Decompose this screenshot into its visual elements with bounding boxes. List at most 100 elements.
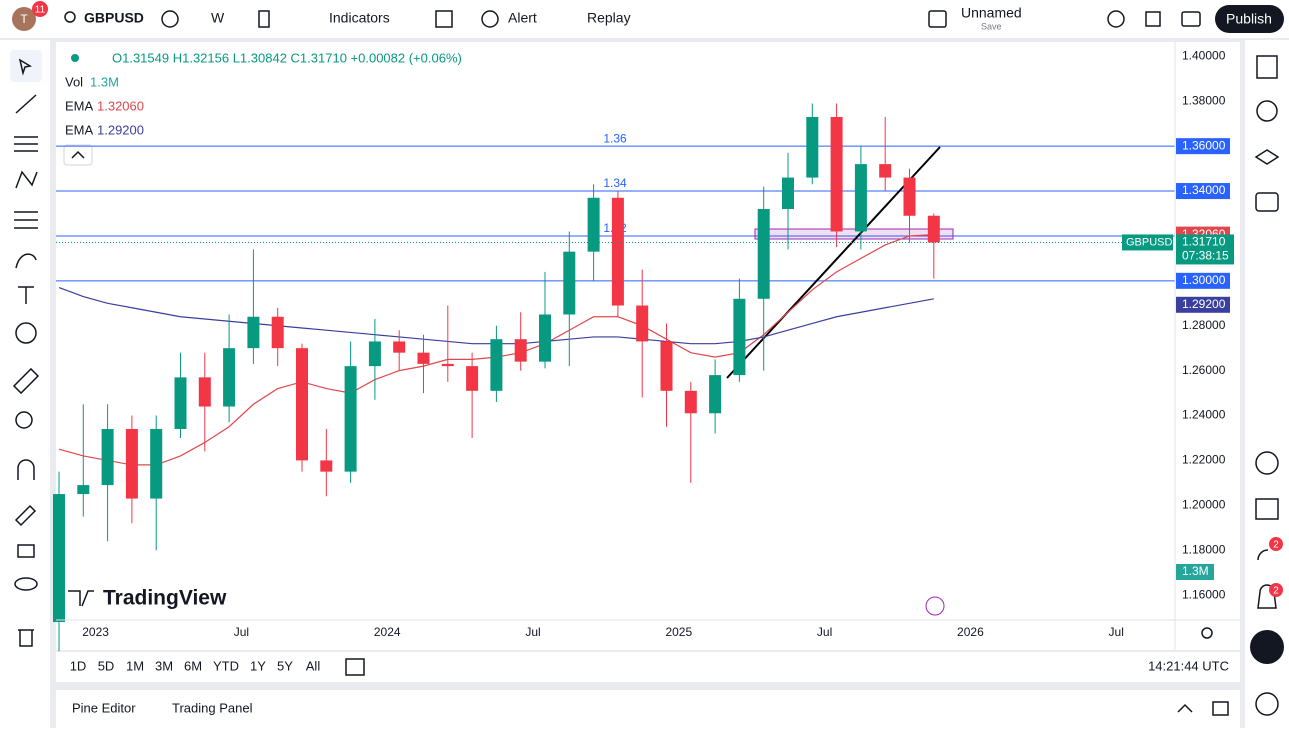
projection-icon[interactable] xyxy=(14,211,38,229)
eye-icon[interactable] xyxy=(14,577,38,591)
range-button[interactable]: YTD xyxy=(213,658,239,673)
collapse-icon xyxy=(71,150,85,159)
help-icon[interactable] xyxy=(1255,692,1279,716)
add-icon[interactable] xyxy=(161,10,179,28)
date-range-icon[interactable] xyxy=(345,658,365,676)
price-tag: 1.31710 xyxy=(1182,235,1226,249)
collapse-button[interactable] xyxy=(63,144,93,166)
y-tick-label: 1.16000 xyxy=(1182,587,1226,601)
apps-button[interactable] xyxy=(1250,630,1284,664)
x-tick-label: Jul xyxy=(1109,625,1124,639)
candle-body xyxy=(344,366,357,472)
x-tick-label: Jul xyxy=(525,625,540,639)
zoom-icon[interactable] xyxy=(15,411,33,429)
maximize-icon[interactable] xyxy=(1212,701,1229,716)
lock-draw-icon[interactable] xyxy=(14,504,37,527)
snapshot-icon[interactable] xyxy=(1181,11,1201,27)
candle-body xyxy=(903,177,916,216)
panel-tab[interactable]: Trading Panel xyxy=(172,700,253,715)
candle-icon[interactable] xyxy=(258,10,270,28)
emoji-icon[interactable] xyxy=(15,322,37,344)
search-icon[interactable] xyxy=(64,11,76,23)
candle-body xyxy=(150,428,163,499)
symbol-tag: GBPUSD xyxy=(1126,236,1173,248)
candle-body xyxy=(611,197,624,306)
replay[interactable]: Replay xyxy=(587,10,631,26)
fib-icon[interactable] xyxy=(14,136,38,152)
save[interactable]: Save xyxy=(981,21,1002,31)
ohlc-legend: O1.31549 H1.32156 L1.30842 C1.31710 +0.0… xyxy=(112,50,462,65)
range-button[interactable]: 1Y xyxy=(250,658,266,673)
trendline-icon[interactable] xyxy=(15,94,37,114)
candle-body xyxy=(125,428,138,499)
candle-body xyxy=(490,339,503,391)
level-tag-bg xyxy=(1176,272,1230,289)
candle-body xyxy=(53,494,65,623)
range-bar xyxy=(56,652,1240,682)
cursor-bg xyxy=(10,50,42,82)
status-dot xyxy=(71,54,79,62)
avatar[interactable] xyxy=(12,7,36,31)
alert[interactable]: Alert xyxy=(508,10,537,26)
range-button[interactable]: All xyxy=(306,658,321,673)
interval[interactable]: W xyxy=(211,10,225,26)
magnet-icon[interactable] xyxy=(17,459,35,480)
x-tick-label: 2023 xyxy=(82,625,109,639)
badge-count: 2 xyxy=(1273,586,1279,597)
cursor-icon[interactable] xyxy=(18,58,33,76)
chat-icon[interactable] xyxy=(1255,192,1279,212)
expand-icon[interactable] xyxy=(1177,703,1193,713)
volume-tag: 1.3M xyxy=(1182,564,1209,578)
alert-icon[interactable] xyxy=(481,10,499,28)
level-label: 1.36 xyxy=(603,131,627,145)
lock-icon[interactable] xyxy=(17,544,35,558)
range-button[interactable]: 1M xyxy=(126,658,144,673)
level-label: 1.34 xyxy=(603,176,627,190)
y-tick-label: 1.40000 xyxy=(1182,49,1226,63)
settings-icon[interactable] xyxy=(1107,10,1125,28)
publish: Publish xyxy=(1226,11,1272,27)
trash-icon[interactable] xyxy=(18,629,34,647)
candle-body xyxy=(417,352,430,364)
layout-box[interactable] xyxy=(928,10,947,28)
calendar-icon[interactable] xyxy=(1255,498,1279,520)
level-tag: 1.36000 xyxy=(1182,138,1226,152)
alerts-icon[interactable] xyxy=(1256,100,1278,122)
clock: 14:21:44 UTC xyxy=(1148,658,1229,673)
candle-body xyxy=(247,316,260,349)
symbol[interactable]: GBPUSD xyxy=(84,10,144,26)
range-button[interactable]: 3M xyxy=(155,658,173,673)
x-tick-label: Jul xyxy=(234,625,249,639)
fullscreen-icon[interactable] xyxy=(1145,11,1161,27)
layout-icon[interactable] xyxy=(435,10,453,28)
axis-settings[interactable] xyxy=(1201,627,1213,639)
candle-body xyxy=(393,341,406,353)
indicators[interactable]: Indicators xyxy=(329,10,390,26)
range-button[interactable]: 5Y xyxy=(277,658,293,673)
candle-body xyxy=(733,298,746,376)
ideas-icon[interactable] xyxy=(1255,451,1279,475)
range-button[interactable]: 5D xyxy=(98,658,115,673)
level-tag: 1.30000 xyxy=(1182,273,1226,287)
x-tick-label: 2025 xyxy=(665,625,692,639)
candle-body xyxy=(296,348,308,461)
panel-tab[interactable]: Pine Editor xyxy=(72,700,136,715)
candle-body xyxy=(854,164,867,232)
left-toolbar xyxy=(0,40,50,728)
price-tag-bg xyxy=(1176,234,1234,265)
brush-icon[interactable] xyxy=(15,253,37,269)
y-tick-label: 1.28000 xyxy=(1182,318,1226,332)
pattern-icon[interactable] xyxy=(15,170,38,189)
text-icon[interactable] xyxy=(18,286,34,304)
layout-name[interactable]: Unnamed xyxy=(961,5,1022,21)
ema-value: 1.29200 xyxy=(97,122,144,137)
publish-button[interactable] xyxy=(1215,5,1284,33)
watchlist-icon[interactable] xyxy=(1256,55,1278,79)
range-button[interactable]: 1D xyxy=(70,658,87,673)
range-button[interactable]: 6M xyxy=(184,658,202,673)
ruler-icon[interactable] xyxy=(12,367,40,395)
y-tick-label: 1.20000 xyxy=(1182,497,1226,511)
candle-body xyxy=(271,316,284,349)
data-icon[interactable] xyxy=(1254,149,1280,165)
